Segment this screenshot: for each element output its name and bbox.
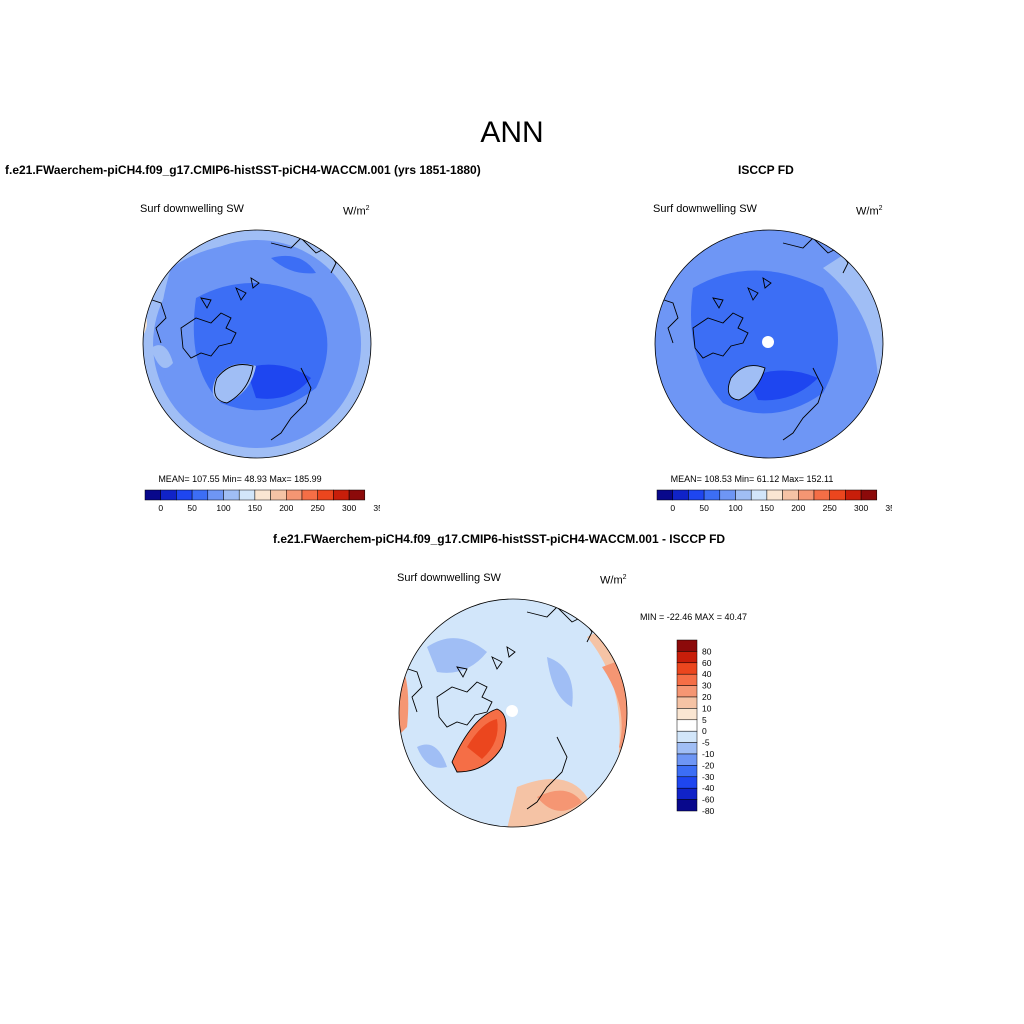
colorbar-cell bbox=[750, 489, 768, 501]
colorbar-cell bbox=[317, 489, 334, 501]
colorbar-tick-label: -10 bbox=[702, 749, 715, 759]
colorbar-tick-label: 30 bbox=[702, 681, 712, 691]
colorbar-tick-label: 250 bbox=[823, 503, 837, 513]
colorbar-cell bbox=[860, 489, 878, 501]
panel-1-variable-label: Surf downwelling SW bbox=[140, 203, 244, 215]
colorbar-cell bbox=[672, 489, 689, 501]
colorbar-cell bbox=[270, 489, 287, 501]
colorbar-cell bbox=[676, 662, 698, 675]
colorbar-tick-label: 350 bbox=[885, 503, 892, 513]
model-polar-map bbox=[142, 229, 372, 459]
colorbar-cell bbox=[348, 489, 366, 501]
colorbar-cell bbox=[676, 776, 698, 789]
colorbar-tick-label: -30 bbox=[702, 772, 715, 782]
colorbar-cell bbox=[845, 489, 862, 501]
colorbar-tick-label: 200 bbox=[791, 503, 805, 513]
colorbar-tick-label: 0 bbox=[158, 503, 163, 513]
colorbar-tick-label: 50 bbox=[699, 503, 709, 513]
colorbar-cell bbox=[676, 787, 698, 800]
colorbar-cell bbox=[676, 742, 698, 755]
panel-1-stats: MEAN= 107.55 Min= 48.93 Max= 185.99 bbox=[158, 474, 321, 484]
colorbar-tick-label: 100 bbox=[728, 503, 742, 513]
colorbar-cell bbox=[676, 753, 698, 766]
colorbar-cell bbox=[656, 489, 673, 501]
colorbar-cell bbox=[254, 489, 271, 501]
colorbar-cell bbox=[813, 489, 830, 501]
colorbar-tick-label: -60 bbox=[702, 795, 715, 805]
colorbar-tick-label: 5 bbox=[702, 715, 707, 725]
panel-2-variable-label: Surf downwelling SW bbox=[653, 203, 757, 215]
observation-colorbar: MEAN= 108.53 Min= 61.12 Max= 152.11 0 50 1… bbox=[656, 474, 892, 513]
colorbar-tick-label: 10 bbox=[702, 703, 712, 713]
colorbar-cell bbox=[207, 489, 224, 501]
panel-2-stats: MEAN= 108.53 Min= 61.12 Max= 152.11 bbox=[671, 474, 834, 484]
colorbar-tick-label: 0 bbox=[670, 503, 675, 513]
colorbar-tick-label: -80 bbox=[702, 806, 715, 816]
colorbar-tick-label: 20 bbox=[702, 692, 712, 702]
main-title: ANN bbox=[480, 116, 544, 149]
colorbar-cell bbox=[676, 639, 698, 652]
colorbar-cell bbox=[676, 719, 698, 732]
colorbar-tick-label: 300 bbox=[854, 503, 868, 513]
colorbar-cell bbox=[782, 489, 799, 501]
panel-3-stats: MIN = -22.46 MAX = 40.47 bbox=[640, 612, 748, 622]
colorbar-cell bbox=[676, 651, 698, 664]
colorbar-tick-label: 200 bbox=[279, 503, 293, 513]
colorbar-tick-label: 250 bbox=[311, 503, 325, 513]
colorbar-cell bbox=[676, 765, 698, 778]
colorbar-tick-label: 100 bbox=[216, 503, 230, 513]
colorbar-cell bbox=[719, 489, 736, 501]
colorbar-tick-label: 0 bbox=[702, 726, 707, 736]
colorbar-cell bbox=[766, 489, 783, 501]
colorbar-tick-label: 50 bbox=[187, 503, 197, 513]
colorbar-tick-label: -20 bbox=[702, 760, 715, 770]
colorbar-cell bbox=[703, 489, 721, 501]
colorbar-cell bbox=[676, 673, 698, 686]
colorbar-tick-label: 80 bbox=[702, 646, 712, 656]
colorbar-cell bbox=[735, 489, 752, 501]
panel-3-variable-label: Surf downwelling SW bbox=[397, 572, 501, 584]
colorbar-tick-label: 150 bbox=[248, 503, 262, 513]
colorbar-cell bbox=[676, 730, 698, 743]
panel-1-units: W/m2 bbox=[343, 205, 370, 218]
difference-polar-map bbox=[398, 598, 628, 828]
colorbar-cell bbox=[676, 696, 698, 709]
colorbar-tick-label: -5 bbox=[702, 738, 710, 748]
colorbar-tick-label: 300 bbox=[342, 503, 356, 513]
colorbar-tick-label: 150 bbox=[760, 503, 774, 513]
colorbar-cell bbox=[798, 489, 815, 501]
panel-2-title: ISCCP FD bbox=[738, 163, 794, 177]
panel-3-units: W/m2 bbox=[600, 574, 627, 587]
colorbar-tick-label: 40 bbox=[702, 669, 712, 679]
panel-2-units: W/m2 bbox=[856, 205, 883, 218]
colorbar-cell bbox=[333, 489, 350, 501]
colorbar-cell bbox=[676, 708, 698, 721]
colorbar-cell bbox=[238, 489, 256, 501]
colorbar-cell bbox=[176, 489, 193, 501]
colorbar-cell bbox=[829, 489, 846, 501]
colorbar-cell bbox=[688, 489, 705, 501]
colorbar-cell bbox=[223, 489, 240, 501]
observation-polar-map bbox=[654, 229, 884, 459]
colorbar-cell bbox=[676, 685, 698, 698]
model-colorbar: MEAN= 107.55 Min= 48.93 Max= 185.99 0 50 1… bbox=[144, 474, 380, 513]
panel-1-title: f.e21.FWaerchem-piCH4.f09_g17.CMIP6-hist… bbox=[5, 163, 481, 177]
colorbar-tick-label: 60 bbox=[702, 658, 712, 668]
colorbar-cell bbox=[144, 489, 161, 501]
colorbar-cell bbox=[191, 489, 209, 501]
colorbar-tick-label: 350 bbox=[373, 503, 380, 513]
colorbar-cell bbox=[160, 489, 177, 501]
colorbar-cell bbox=[676, 799, 698, 812]
panel-3-title: f.e21.FWaerchem-piCH4.f09_g17.CMIP6-hist… bbox=[273, 532, 726, 546]
colorbar-cell bbox=[301, 489, 318, 501]
colorbar-cell bbox=[286, 489, 303, 501]
colorbar-tick-label: -40 bbox=[702, 783, 715, 793]
